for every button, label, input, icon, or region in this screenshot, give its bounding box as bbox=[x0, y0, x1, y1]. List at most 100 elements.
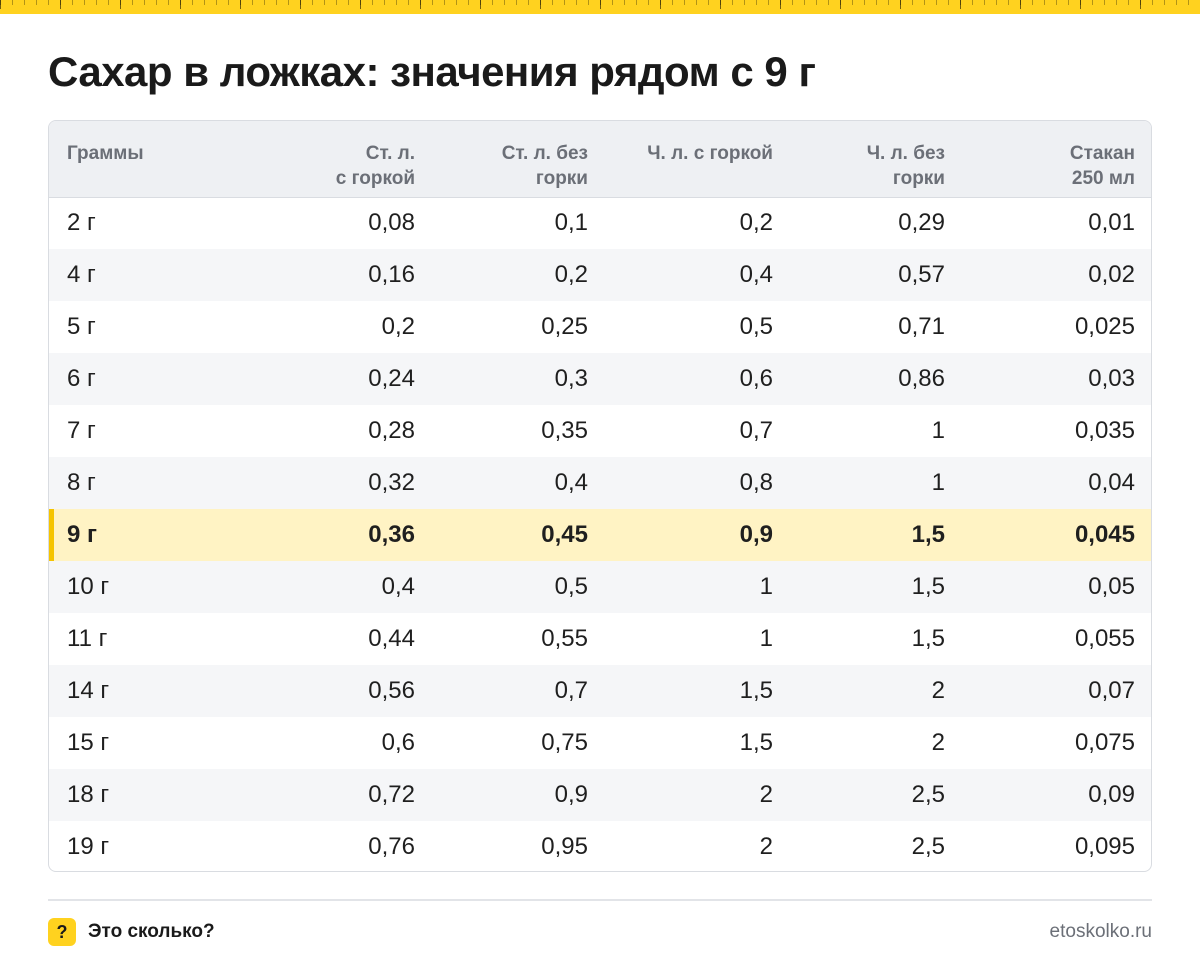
table-row: 7 г 0,28 0,35 0,7 1 0,035 bbox=[49, 405, 1151, 457]
table-row: 18 г 0,72 0,9 2 2,5 0,09 bbox=[49, 769, 1151, 821]
grams-cell: 6 г bbox=[67, 365, 96, 392]
tbsp-heaped-cell: 0,4 bbox=[381, 573, 415, 600]
grams-cell: 19 г bbox=[67, 833, 110, 860]
tsp-heaped-cell: 1,5 bbox=[739, 729, 773, 756]
column-header-line: горки bbox=[535, 168, 588, 189]
column-header-line: с горкой bbox=[335, 168, 415, 189]
column-header-line: Стакан bbox=[1069, 143, 1135, 164]
column-header-cup: Стакан 250 мл bbox=[945, 121, 1151, 198]
tbsp-heaped-cell: 0,6 bbox=[381, 729, 415, 756]
column-header-line: горки bbox=[892, 168, 945, 189]
column-header-line: Граммы bbox=[67, 143, 144, 164]
tsp-level-cell: 1,5 bbox=[911, 573, 945, 600]
table-row: 11 г 0,44 0,55 1 1,5 0,055 bbox=[49, 613, 1151, 665]
table-row: 5 г 0,2 0,25 0,5 0,71 0,025 bbox=[49, 301, 1151, 353]
tbsp-level-cell: 0,1 bbox=[554, 209, 588, 237]
tbsp-heaped-cell: 0,28 bbox=[368, 417, 415, 444]
tsp-heaped-cell: 0,5 bbox=[739, 313, 773, 340]
tsp-heaped-cell: 0,7 bbox=[739, 417, 773, 444]
tsp-level-cell: 0,29 bbox=[898, 209, 945, 237]
table-row: 15 г 0,6 0,75 1,5 2 0,075 bbox=[49, 717, 1151, 769]
tsp-heaped-cell: 0,2 bbox=[739, 209, 773, 237]
table-row: 10 г 0,4 0,5 1 1,5 0,05 bbox=[49, 561, 1151, 613]
grams-cell: 10 г bbox=[67, 573, 110, 600]
tbsp-heaped-cell: 0,2 bbox=[381, 313, 415, 340]
grams-cell: 14 г bbox=[67, 677, 110, 704]
tsp-level-cell: 2,5 bbox=[911, 833, 945, 860]
tsp-heaped-cell: 0,8 bbox=[739, 469, 773, 496]
brand: ? Это сколько? bbox=[48, 918, 215, 946]
column-header-line: Ст. л. без bbox=[501, 143, 588, 164]
grams-cell: 18 г bbox=[67, 781, 110, 808]
cup-cell: 0,05 bbox=[1088, 573, 1135, 600]
tbsp-heaped-cell: 0,76 bbox=[368, 833, 415, 860]
table-row: 6 г 0,24 0,3 0,6 0,86 0,03 bbox=[49, 353, 1151, 405]
grams-cell: 7 г bbox=[67, 417, 96, 444]
tbsp-heaped-cell: 0,32 bbox=[368, 469, 415, 496]
brand-name: Это сколько? bbox=[88, 921, 215, 942]
table-row-highlighted: 9 г 0,36 0,45 0,9 1,5 0,045 bbox=[49, 509, 1151, 561]
tsp-level-cell: 2,5 bbox=[911, 781, 945, 808]
tbsp-level-cell: 0,25 bbox=[541, 313, 588, 340]
table-header-row: Граммы Ст. л. с горкой Ст. л. без горки … bbox=[49, 121, 1151, 198]
tbsp-heaped-cell: 0,36 bbox=[368, 521, 415, 548]
tbsp-heaped-cell: 0,56 bbox=[368, 677, 415, 704]
tbsp-level-cell: 0,7 bbox=[554, 677, 588, 704]
grams-cell: 9 г bbox=[49, 509, 219, 561]
question-badge-icon: ? bbox=[48, 918, 76, 946]
grams-cell: 11 г bbox=[67, 625, 108, 652]
tsp-heaped-cell: 0,9 bbox=[739, 521, 773, 548]
column-header-line: Ст. л. bbox=[365, 143, 415, 164]
tsp-level-cell: 1 bbox=[931, 469, 945, 496]
tsp-heaped-cell: 1 bbox=[759, 573, 773, 600]
tbsp-level-cell: 0,3 bbox=[554, 365, 588, 392]
tsp-level-cell: 1 bbox=[931, 417, 945, 444]
tbsp-heaped-cell: 0,16 bbox=[368, 261, 415, 288]
tsp-level-cell: 0,71 bbox=[898, 313, 945, 340]
column-header-line: Ч. л. без bbox=[866, 143, 945, 164]
column-header-tbsp-heaped: Ст. л. с горкой bbox=[219, 121, 415, 198]
tbsp-level-cell: 0,45 bbox=[541, 521, 588, 548]
column-header-tbsp-level: Ст. л. без горки bbox=[415, 121, 588, 198]
tbsp-heaped-cell: 0,44 bbox=[368, 625, 415, 652]
grams-cell: 5 г bbox=[67, 313, 96, 340]
cup-cell: 0,01 bbox=[1088, 209, 1135, 237]
tsp-level-cell: 1,5 bbox=[911, 521, 945, 548]
tbsp-level-cell: 0,55 bbox=[541, 625, 588, 652]
page-title: Сахар в ложках: значения рядом с 9 г bbox=[48, 48, 816, 95]
tbsp-level-cell: 0,95 bbox=[541, 833, 588, 860]
tbsp-level-cell: 0,2 bbox=[554, 261, 588, 288]
cup-cell: 0,045 bbox=[1074, 521, 1135, 548]
site-url: etoskolko.ru bbox=[1049, 921, 1152, 942]
tsp-level-cell: 2 bbox=[931, 729, 945, 756]
table-row: 4 г 0,16 0,2 0,4 0,57 0,02 bbox=[49, 249, 1151, 301]
tsp-heaped-cell: 1,5 bbox=[739, 677, 773, 704]
column-header-line: 250 мл bbox=[1071, 168, 1135, 189]
cup-cell: 0,075 bbox=[1074, 729, 1135, 756]
tbsp-level-cell: 0,4 bbox=[554, 469, 588, 496]
tbsp-level-cell: 0,75 bbox=[541, 729, 588, 756]
tsp-heaped-cell: 0,4 bbox=[739, 261, 773, 288]
tsp-heaped-cell: 1 bbox=[759, 625, 773, 652]
tsp-heaped-cell: 0,6 bbox=[739, 365, 773, 392]
grams-cell: 15 г bbox=[67, 729, 110, 756]
tsp-heaped-cell: 2 bbox=[759, 833, 773, 860]
tsp-level-cell: 1,5 bbox=[911, 625, 945, 652]
tbsp-heaped-cell: 0,08 bbox=[368, 209, 415, 237]
tbsp-level-cell: 0,5 bbox=[554, 573, 588, 600]
cup-cell: 0,07 bbox=[1088, 677, 1135, 704]
table-row: 14 г 0,56 0,7 1,5 2 0,07 bbox=[49, 665, 1151, 717]
ruler-strip bbox=[0, 0, 1200, 14]
grams-cell: 2 г bbox=[67, 209, 96, 237]
tbsp-level-cell: 0,9 bbox=[554, 781, 588, 808]
tsp-level-cell: 0,86 bbox=[898, 365, 945, 392]
tbsp-heaped-cell: 0,72 bbox=[368, 781, 415, 808]
cup-cell: 0,04 bbox=[1088, 469, 1135, 496]
tsp-level-cell: 0,57 bbox=[898, 261, 945, 288]
cup-cell: 0,095 bbox=[1074, 833, 1135, 860]
footer-divider bbox=[48, 899, 1152, 901]
cup-cell: 0,025 bbox=[1074, 313, 1135, 340]
cup-cell: 0,035 bbox=[1074, 417, 1135, 444]
table-body: 2 г 0,08 0,1 0,2 0,29 0,01 4 г 0,16 0,2 0,4 0,57 0,… bbox=[49, 197, 1151, 871]
grams-cell: 4 г bbox=[67, 261, 96, 288]
